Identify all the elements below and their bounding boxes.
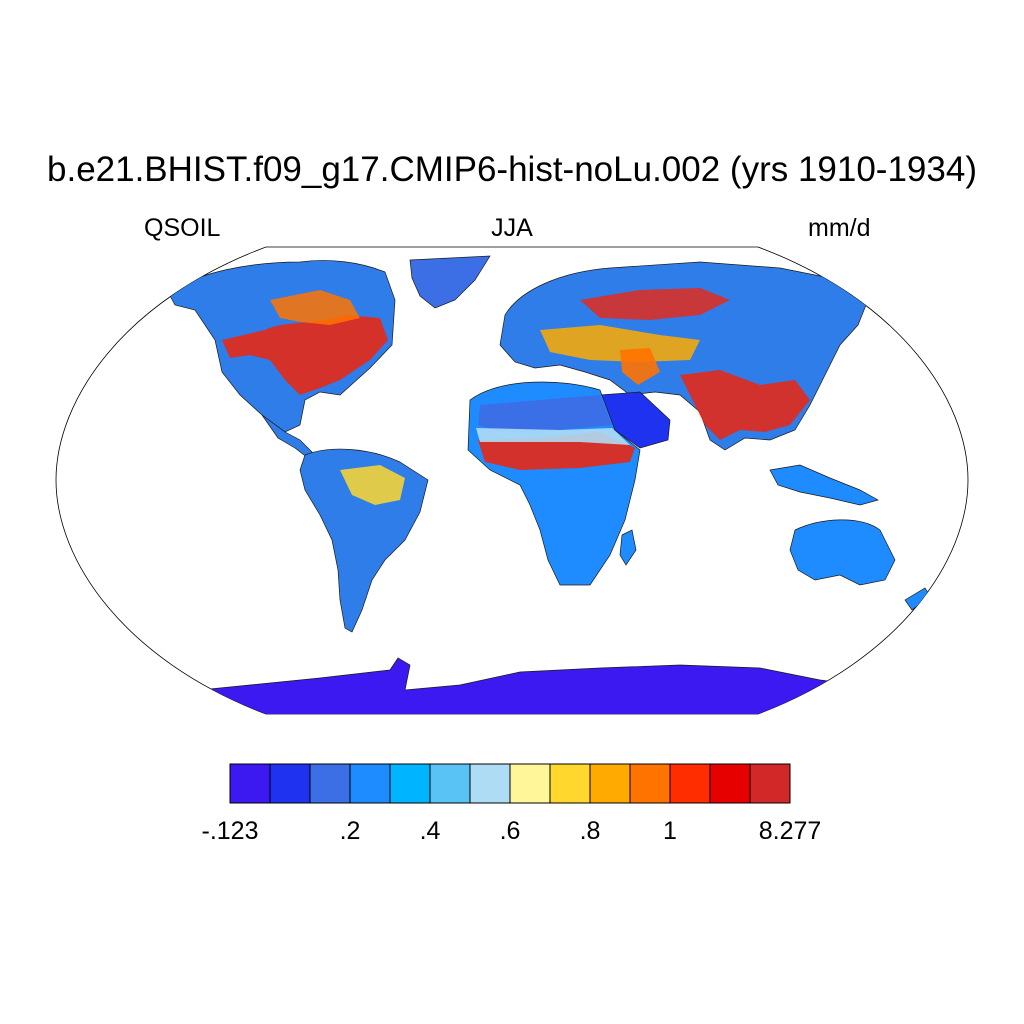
plot-title: b.e21.BHIST.f09_g17.CMIP6-hist-noLu.002 … <box>47 150 977 189</box>
colorbar-swatch <box>469 763 511 804</box>
australia-landmass <box>789 519 896 586</box>
south-america-hotspot <box>340 465 405 505</box>
colorbar-swatch <box>309 763 351 804</box>
colorbar-swatch <box>509 763 551 804</box>
units-label: mm/d <box>808 214 871 242</box>
colorbar-tick-label: .8 <box>580 817 601 845</box>
colorbar-swatch <box>629 763 671 804</box>
maritime-continent-islands <box>769 464 879 506</box>
south-asia-hotspot <box>680 370 810 440</box>
north-america-hotspot-east <box>222 315 388 395</box>
colorbar-tick-label: -.123 <box>202 817 259 845</box>
colorbar-swatch <box>389 763 431 804</box>
eurasia-hotspot-central <box>540 325 700 362</box>
colorbar-swatch <box>429 763 471 804</box>
colorbar-tick-label: .2 <box>340 817 361 845</box>
caspian-hotspot <box>620 348 660 385</box>
greenland-landmass <box>409 255 491 309</box>
colorbar-tick-label: 1 <box>663 817 677 845</box>
colorbar-swatch <box>229 763 271 804</box>
colorbar-tick-label: .6 <box>500 817 521 845</box>
colorbar-swatch <box>669 763 711 804</box>
north-america-hotspot-north <box>270 290 360 325</box>
colorbar-swatch <box>269 763 311 804</box>
colorbar: -.123 .2 .4 .6 .8 1 8.277 <box>202 763 822 845</box>
sahel-transition <box>476 428 630 445</box>
colorbar-swatch <box>749 763 791 804</box>
colorbar-swatch <box>549 763 591 804</box>
colorbar-swatch <box>709 763 751 804</box>
colorbar-swatch <box>589 763 631 804</box>
colorbar-swatch <box>349 763 391 804</box>
season-label: JJA <box>491 214 533 242</box>
variable-name-label: QSOIL <box>144 214 221 242</box>
colorbar-tick-label: .4 <box>420 817 441 845</box>
sahara-dry-zone <box>478 395 612 432</box>
eurasia-hotspot-north <box>580 288 730 320</box>
madagascar-landmass <box>619 529 637 566</box>
colorbar-tick-label: 8.277 <box>759 817 822 845</box>
